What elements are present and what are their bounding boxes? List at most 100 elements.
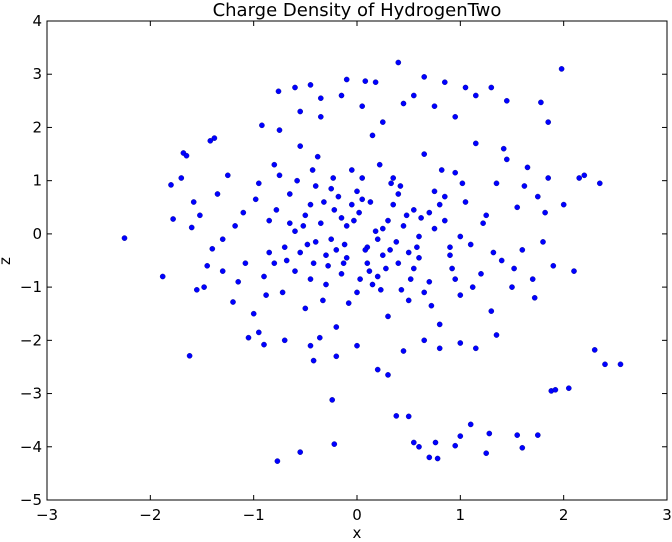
data-point [359, 196, 366, 203]
data-point [441, 79, 448, 85]
data-point [170, 216, 176, 222]
data-point [462, 199, 469, 205]
data-point [193, 286, 200, 293]
data-point [426, 209, 433, 216]
data-point [410, 92, 417, 99]
y-tick-label: 0 [32, 225, 42, 243]
data-point [292, 228, 298, 234]
data-point [498, 257, 505, 264]
data-point [201, 284, 207, 290]
data-point [369, 281, 376, 288]
data-point [379, 225, 386, 232]
data-point [263, 292, 269, 298]
data-point [452, 442, 459, 449]
y-tick-label: 3 [32, 65, 42, 83]
data-point [410, 207, 417, 213]
data-point [178, 175, 185, 181]
data-point [232, 223, 238, 229]
data-point [261, 273, 267, 280]
data-point [274, 458, 281, 464]
data-point [410, 265, 417, 272]
data-point [467, 241, 474, 248]
y-tick-label: 4 [32, 12, 42, 30]
data-point [467, 421, 474, 428]
data-point [436, 201, 443, 208]
data-point [432, 439, 439, 446]
data-point [457, 340, 464, 346]
data-point [480, 220, 486, 226]
data-point [369, 132, 376, 139]
data-point [421, 74, 428, 80]
data-point [521, 183, 528, 189]
data-point [351, 217, 357, 224]
data-point [503, 98, 510, 104]
data-point [343, 76, 350, 83]
data-point [374, 236, 381, 242]
data-point [493, 332, 500, 338]
data-point [488, 84, 495, 91]
data-point [168, 182, 174, 188]
data-points [121, 59, 624, 464]
data-point [286, 220, 293, 226]
data-point [309, 167, 316, 173]
data-point [323, 252, 329, 258]
data-point [259, 122, 265, 129]
data-point [441, 217, 448, 224]
data-point [245, 334, 252, 341]
data-point [393, 413, 400, 419]
data-point [418, 215, 424, 221]
data-point [204, 262, 210, 269]
data-point [535, 193, 541, 200]
data-point [514, 432, 521, 438]
data-point [490, 249, 497, 256]
y-tick-label: 1 [32, 172, 42, 190]
data-point [538, 99, 544, 106]
data-point [276, 172, 283, 179]
data-point [307, 276, 314, 282]
data-point [197, 212, 203, 219]
data-point [431, 103, 438, 109]
data-point [297, 108, 304, 115]
data-point [302, 212, 309, 219]
data-point [333, 324, 340, 330]
data-point [438, 167, 445, 173]
data-point [436, 345, 443, 352]
data-point [252, 196, 259, 203]
data-point [421, 289, 428, 296]
data-point [493, 180, 500, 187]
data-point [255, 329, 262, 336]
data-point [571, 268, 577, 274]
data-point [310, 357, 317, 364]
x-tick-label: −3 [36, 506, 58, 524]
data-point [431, 188, 438, 195]
data-point [297, 143, 304, 149]
data-point [283, 257, 290, 264]
data-point [602, 361, 608, 368]
data-point [597, 180, 603, 187]
data-point [385, 313, 391, 320]
data-point [312, 183, 319, 189]
data-point [271, 161, 278, 168]
data-point [121, 235, 128, 241]
data-point [224, 172, 231, 179]
data-point [405, 413, 412, 420]
data-point [372, 79, 379, 85]
y-axis: −5 −4 −3 −2 −1 0 1 2 3 4 [20, 12, 667, 509]
data-point [364, 260, 371, 267]
data-point [372, 228, 379, 234]
data-point [302, 305, 309, 312]
data-point [356, 209, 362, 216]
data-point [447, 244, 453, 250]
data-point [431, 225, 438, 232]
data-point [617, 361, 624, 368]
data-point [436, 321, 443, 328]
data-point [374, 366, 381, 373]
data-point [542, 209, 548, 216]
data-point [335, 193, 342, 200]
y-tick-label: −3 [20, 385, 42, 403]
data-point [452, 114, 459, 120]
data-point [331, 441, 338, 447]
data-point [414, 244, 420, 250]
data-point [357, 276, 363, 282]
x-tick-label: 2 [559, 506, 569, 524]
